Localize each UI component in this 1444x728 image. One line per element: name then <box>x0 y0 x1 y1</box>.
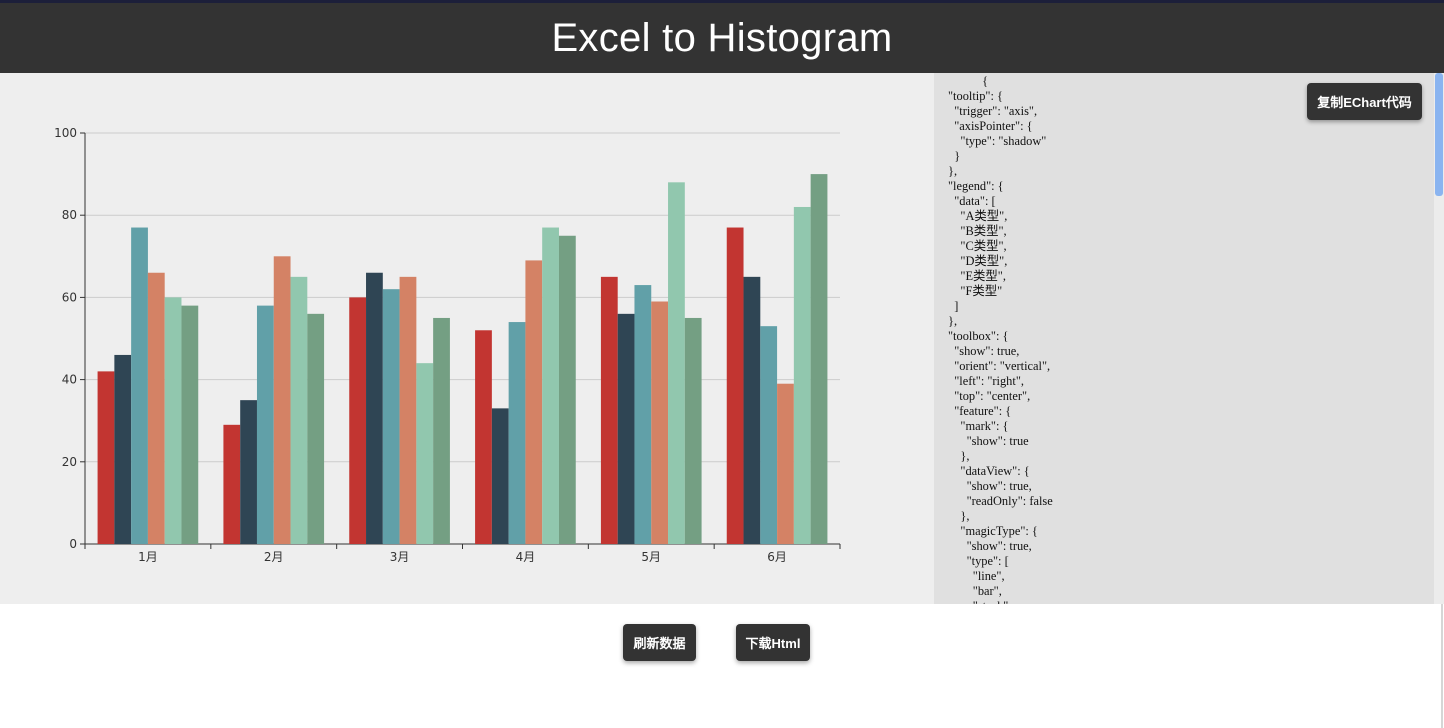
bar[interactable] <box>366 272 383 544</box>
bar[interactable] <box>726 227 744 544</box>
bar[interactable] <box>760 326 778 544</box>
bar[interactable] <box>600 276 618 544</box>
code-scrollbar-thumb[interactable] <box>1435 73 1443 196</box>
bar[interactable] <box>542 227 559 544</box>
bar[interactable] <box>416 363 434 544</box>
y-tick-label: 20 <box>62 455 77 469</box>
x-tick-label: 4月 <box>516 550 536 564</box>
bar[interactable] <box>147 272 165 544</box>
bar[interactable] <box>256 305 274 544</box>
bar[interactable] <box>651 301 669 544</box>
bar[interactable] <box>668 182 685 544</box>
bar[interactable] <box>223 424 241 544</box>
bar[interactable] <box>181 305 199 544</box>
top-accent-line <box>0 0 1444 3</box>
x-tick-label: 2月 <box>264 550 284 564</box>
download-html-button[interactable]: 下载Html <box>736 624 810 661</box>
code-scrollbar[interactable] <box>1434 73 1444 604</box>
page-title: Excel to Histogram <box>551 15 893 60</box>
bar[interactable] <box>508 322 526 544</box>
echart-code-panel[interactable]: { "tooltip": { "trigger": "axis", "axisP… <box>934 73 1434 604</box>
bar-chart[interactable]: 0 20 40 60 80 100 1月 2月 3月 4月 5月 6月 <box>0 73 934 604</box>
bar[interactable] <box>777 383 794 544</box>
y-tick-label: 0 <box>69 537 77 551</box>
bar[interactable] <box>617 313 635 544</box>
echart-code-text: { "tooltip": { "trigger": "axis", "axisP… <box>948 74 1053 604</box>
copy-echart-code-button[interactable]: 复制EChart代码 <box>1307 83 1422 120</box>
bar[interactable] <box>131 227 148 544</box>
bar[interactable] <box>475 330 492 544</box>
x-tick-label: 5月 <box>641 550 661 564</box>
y-tick-label: 60 <box>62 290 77 304</box>
bar[interactable] <box>114 354 132 544</box>
bar[interactable] <box>743 276 761 544</box>
bar[interactable] <box>433 317 450 544</box>
bar[interactable] <box>382 289 400 544</box>
bar[interactable] <box>684 317 702 544</box>
bar[interactable] <box>793 206 811 545</box>
page-scroll-edge <box>1441 604 1443 728</box>
y-tick-label: 80 <box>62 208 77 222</box>
bar[interactable] <box>307 313 325 544</box>
bar[interactable] <box>349 297 367 544</box>
x-tick-label: 1月 <box>138 550 158 564</box>
page-header: Excel to Histogram <box>0 3 1444 73</box>
bar[interactable] <box>164 297 182 544</box>
bar[interactable] <box>491 408 509 544</box>
bar[interactable] <box>273 256 291 544</box>
x-tick-label: 6月 <box>767 550 787 564</box>
bar[interactable] <box>399 276 417 544</box>
bar[interactable] <box>810 174 828 544</box>
y-tick-label: 40 <box>62 373 77 387</box>
bar[interactable] <box>634 285 652 544</box>
bar[interactable] <box>240 400 257 544</box>
chart-panel: 0 20 40 60 80 100 1月 2月 3月 4月 5月 6月 <box>0 73 934 604</box>
bar[interactable] <box>558 235 576 544</box>
y-tick-label: 100 <box>54 126 77 140</box>
refresh-data-button[interactable]: 刷新数据 <box>623 624 696 661</box>
bar[interactable] <box>525 260 543 544</box>
bar[interactable] <box>290 276 308 544</box>
bar[interactable] <box>97 371 115 544</box>
x-tick-label: 3月 <box>390 550 410 564</box>
